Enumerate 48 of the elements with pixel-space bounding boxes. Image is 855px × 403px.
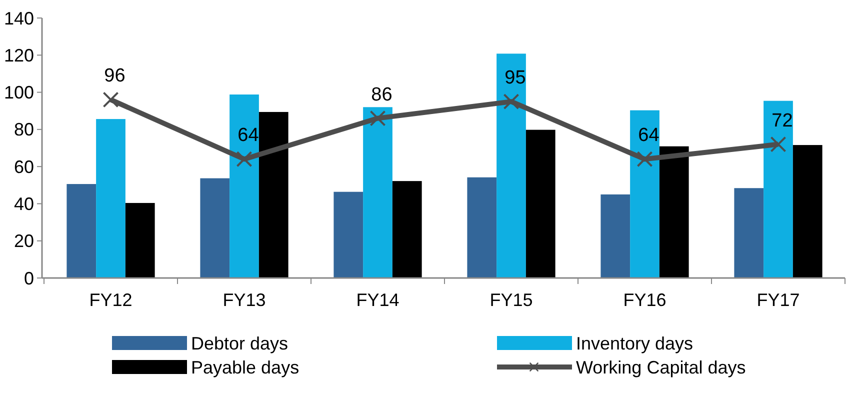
bar (630, 110, 660, 278)
point (370, 110, 386, 126)
bar (734, 188, 764, 278)
x-tick-label: FY12 (89, 290, 132, 310)
y-tick-label: 80 (14, 120, 34, 140)
legend-label: Debtor days (191, 333, 288, 354)
y-tick-label: 100 (4, 82, 34, 103)
data-label: 72 (772, 110, 793, 132)
data-label: 64 (238, 125, 260, 146)
y-tick-label: 60 (14, 156, 34, 177)
data-label: 64 (638, 125, 660, 146)
y-tick-label: 140 (4, 8, 34, 28)
bar (258, 112, 288, 278)
point (770, 136, 786, 152)
y-tick-label: 0 (24, 268, 34, 288)
y-tick-label: 20 (14, 231, 34, 252)
bar (66, 184, 96, 278)
bar (792, 145, 822, 278)
bar (125, 202, 155, 278)
point (503, 94, 520, 110)
x-tick-label: FY14 (356, 290, 400, 310)
y-tick-label: 40 (14, 194, 34, 214)
legend-label: Inventory days (576, 333, 694, 354)
bar (526, 130, 556, 278)
bar (467, 177, 497, 278)
x-tick-label: FY16 (623, 290, 666, 310)
point (236, 151, 252, 168)
bar (496, 54, 526, 278)
x-tick-label: FY17 (756, 290, 800, 310)
y-tick-label: 120 (4, 45, 34, 66)
bar (200, 178, 230, 278)
bar (392, 181, 422, 278)
bar (230, 94, 259, 278)
bar (96, 119, 126, 278)
data-label: 96 (104, 66, 126, 87)
bar (600, 194, 630, 278)
legend-label: Working Capital days (576, 357, 746, 378)
data-label: 95 (504, 68, 526, 89)
bar (764, 100, 793, 278)
bar (334, 192, 364, 278)
bar (363, 107, 392, 278)
point (102, 92, 119, 108)
bar (659, 146, 689, 278)
x-tick-label: FY15 (490, 290, 533, 310)
x-tick-label: FY13 (222, 290, 266, 310)
data-label: 86 (371, 84, 392, 106)
legend-label: Payable days (191, 357, 300, 378)
point (636, 151, 653, 168)
